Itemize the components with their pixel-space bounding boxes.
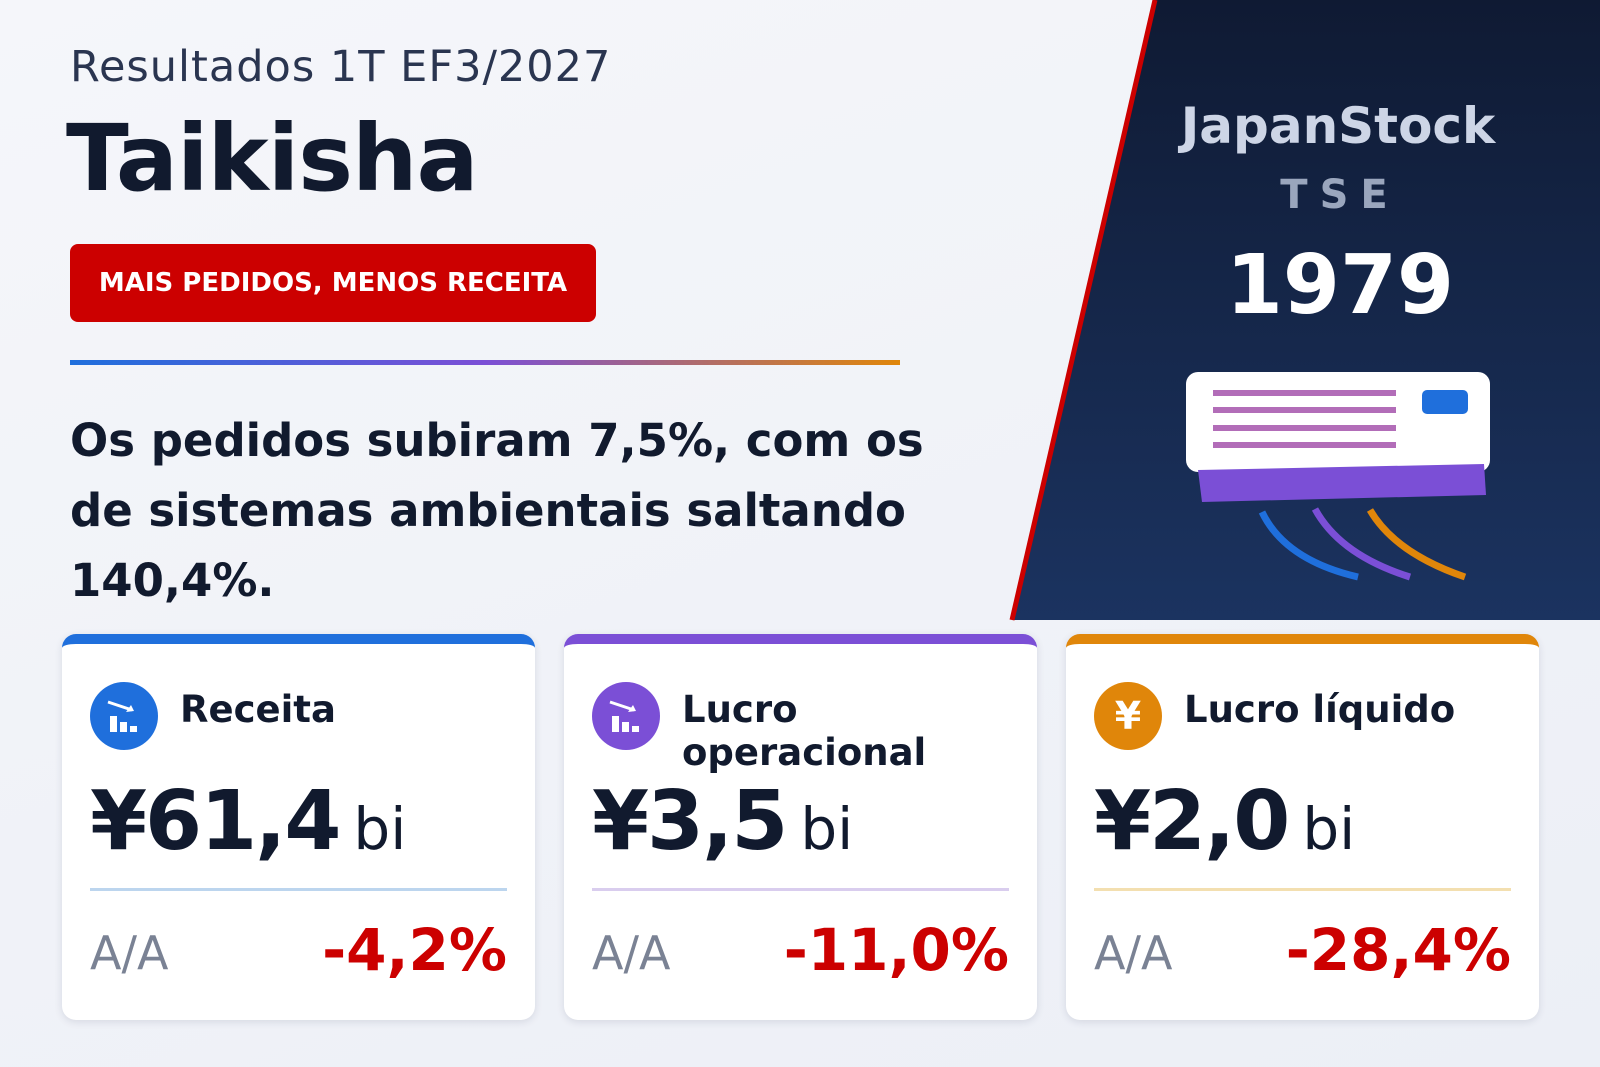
card-unit: bi	[353, 795, 407, 863]
metric-card: Lucro operacional ¥3,5 bi A/A -11,0%	[564, 634, 1037, 1020]
summary: Os pedidos subiram 7,5%, com os de siste…	[70, 414, 924, 607]
badge: MAIS PEDIDOS, MENOS RECEITA	[70, 244, 596, 322]
card-value-row: ¥61,4 bi	[90, 774, 406, 869]
card-divider	[592, 888, 1009, 891]
card-icon	[592, 682, 660, 750]
card-label: Lucro líquido	[1184, 688, 1456, 731]
change-label: A/A	[1094, 926, 1173, 980]
company-name: Taikisha	[66, 105, 479, 212]
card-value-row: ¥2,0 bi	[1094, 774, 1355, 869]
panel-bg	[1012, 0, 1600, 620]
change-label: A/A	[90, 926, 169, 980]
exchange: TSE	[1280, 172, 1399, 218]
change-value: -11,0%	[783, 916, 1009, 984]
card-unit: bi	[800, 795, 854, 863]
metric-card: Receita ¥61,4 bi A/A -4,2%	[62, 634, 535, 1020]
card-label: Receita	[180, 688, 336, 731]
card-divider	[1094, 888, 1511, 891]
change-label: A/A	[592, 926, 671, 980]
subtitle: Resultados 1T EF3/2027	[70, 42, 612, 92]
card-divider	[90, 888, 507, 891]
metric-card: ¥ Lucro líquido ¥2,0 bi A/A -28,4%	[1066, 634, 1539, 1020]
card-value-row: ¥3,5 bi	[592, 774, 853, 869]
card-value: ¥3,5	[592, 774, 788, 869]
chart-icon	[609, 700, 639, 732]
chart-icon	[107, 700, 137, 732]
card-value: ¥2,0	[1094, 774, 1290, 869]
panel-edge	[1009, 0, 1158, 621]
card-icon	[90, 682, 158, 750]
stock-code: 1979	[1226, 238, 1454, 333]
ac-illustration	[1186, 372, 1490, 581]
card-value: ¥61,4	[90, 774, 341, 869]
change-value: -4,2%	[322, 916, 507, 984]
brand: JapanStock	[1178, 97, 1497, 155]
change-value: -28,4%	[1285, 916, 1511, 984]
card-icon: ¥	[1094, 682, 1162, 750]
gradient-rule	[70, 360, 900, 365]
card-unit: bi	[1302, 795, 1356, 863]
card-label: Lucro operacional	[682, 688, 927, 774]
